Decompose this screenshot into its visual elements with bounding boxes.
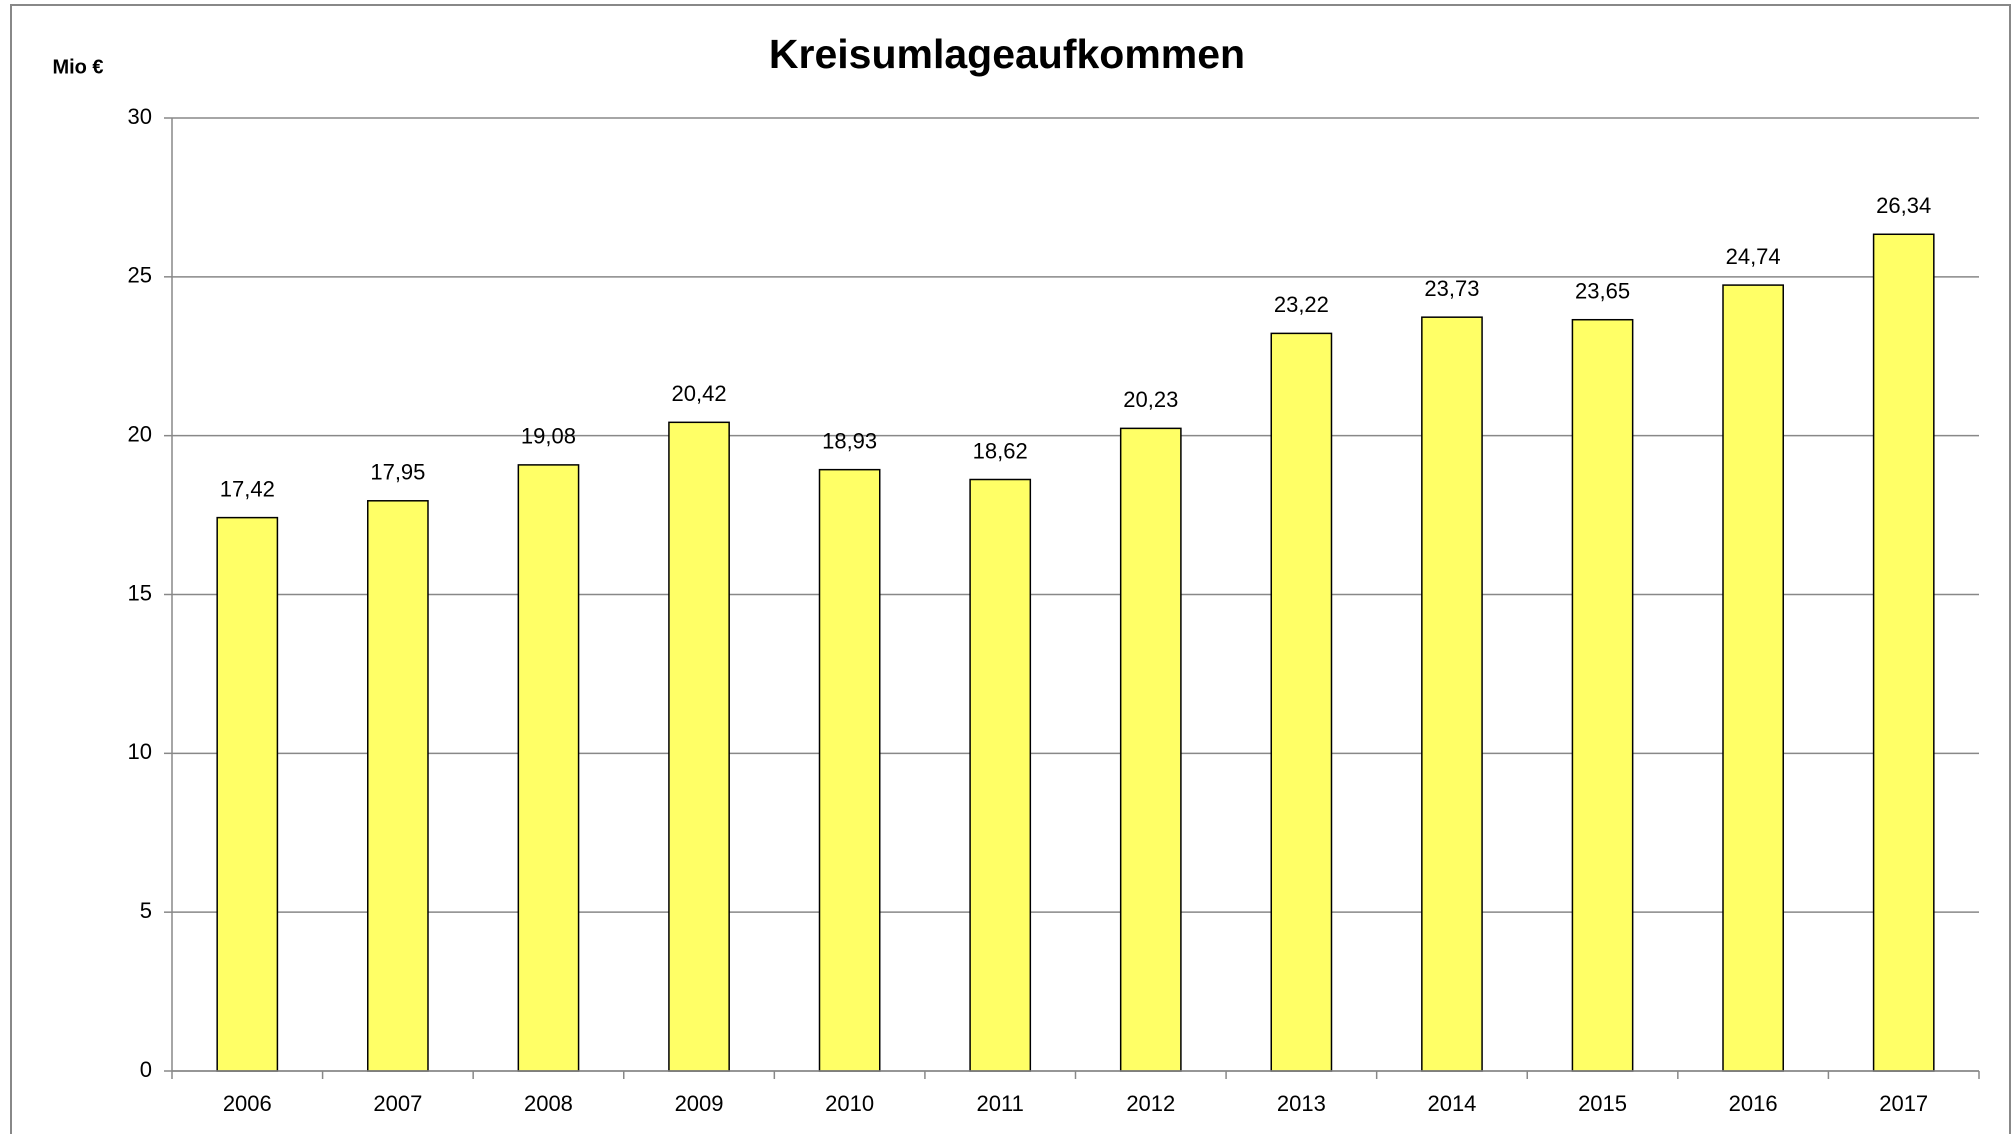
y-axis-label: Mio €: [52, 56, 103, 78]
bar: [1722, 284, 1784, 1072]
x-tick-label: 2009: [675, 1091, 724, 1116]
data-label: 20,42: [672, 381, 727, 406]
x-tick-label: 2008: [524, 1091, 573, 1116]
x-tick-label: 2012: [1126, 1091, 1175, 1116]
x-tick-label: 2013: [1277, 1091, 1326, 1116]
x-tick-label: 2016: [1729, 1091, 1778, 1116]
data-label: 23,73: [1424, 276, 1479, 301]
data-label: 19,08: [521, 424, 576, 449]
y-tick-label: 30: [128, 104, 152, 129]
bar: [668, 421, 730, 1072]
y-tick-label: 10: [128, 739, 152, 764]
bar: [1872, 233, 1935, 1072]
y-tick-label: 0: [140, 1057, 152, 1082]
bar: [1119, 427, 1182, 1072]
y-tick-label: 20: [128, 421, 152, 446]
x-tick-label: 2014: [1427, 1091, 1476, 1116]
bar: [1421, 316, 1483, 1072]
x-tick-label: 2006: [223, 1091, 272, 1116]
data-label: 23,65: [1575, 279, 1630, 304]
bar: [1571, 318, 1634, 1072]
bar: [367, 500, 429, 1072]
bar: [969, 478, 1032, 1072]
bar: [818, 468, 881, 1072]
x-tick-label: 2007: [373, 1091, 422, 1116]
x-tick-label: 2010: [825, 1091, 874, 1116]
x-tick-label: 2015: [1578, 1091, 1627, 1116]
chart-title: Kreisumlageaufkommen: [769, 31, 1245, 77]
data-label: 24,74: [1726, 244, 1781, 269]
bar: [216, 516, 279, 1072]
bar: [517, 464, 580, 1072]
data-label: 20,23: [1123, 387, 1178, 412]
data-label: 17,42: [220, 476, 275, 501]
x-tick-label: 2017: [1879, 1091, 1928, 1116]
data-label: 23,22: [1274, 292, 1329, 317]
x-tick-label: 2011: [977, 1091, 1024, 1116]
data-label: 18,93: [822, 428, 877, 453]
y-tick-label: 15: [128, 580, 152, 605]
data-label: 17,95: [370, 460, 425, 485]
y-tick-label: 5: [140, 898, 152, 923]
bar: [1270, 332, 1333, 1072]
data-label: 26,34: [1876, 193, 1931, 218]
y-tick-label: 25: [128, 263, 152, 288]
data-label: 18,62: [973, 438, 1028, 463]
